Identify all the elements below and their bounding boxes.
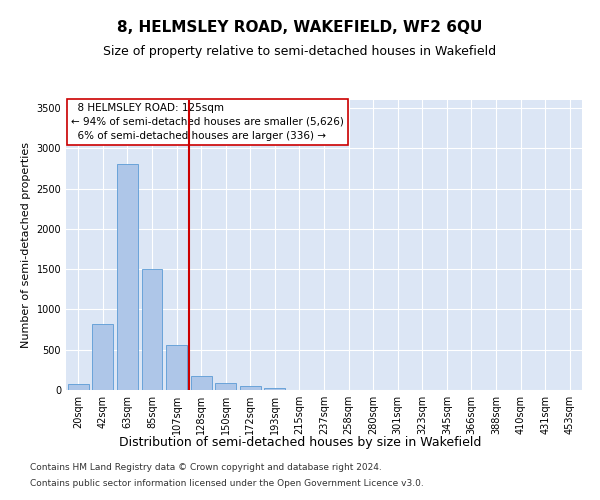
- Text: Distribution of semi-detached houses by size in Wakefield: Distribution of semi-detached houses by …: [119, 436, 481, 449]
- Bar: [92, 324, 113, 390]
- Bar: [117, 164, 138, 390]
- Text: 8 HELMSLEY ROAD: 125sqm
← 94% of semi-detached houses are smaller (5,626)
  6% o: 8 HELMSLEY ROAD: 125sqm ← 94% of semi-de…: [71, 103, 344, 141]
- Bar: [265, 388, 286, 390]
- Bar: [215, 383, 236, 390]
- Text: 8, HELMSLEY ROAD, WAKEFIELD, WF2 6QU: 8, HELMSLEY ROAD, WAKEFIELD, WF2 6QU: [118, 20, 482, 35]
- Text: Size of property relative to semi-detached houses in Wakefield: Size of property relative to semi-detach…: [103, 45, 497, 58]
- Bar: [191, 376, 212, 390]
- Bar: [142, 269, 163, 390]
- Bar: [240, 386, 261, 390]
- Text: Contains HM Land Registry data © Crown copyright and database right 2024.: Contains HM Land Registry data © Crown c…: [30, 464, 382, 472]
- Y-axis label: Number of semi-detached properties: Number of semi-detached properties: [21, 142, 31, 348]
- Text: Contains public sector information licensed under the Open Government Licence v3: Contains public sector information licen…: [30, 478, 424, 488]
- Bar: [68, 384, 89, 390]
- Bar: [166, 345, 187, 390]
